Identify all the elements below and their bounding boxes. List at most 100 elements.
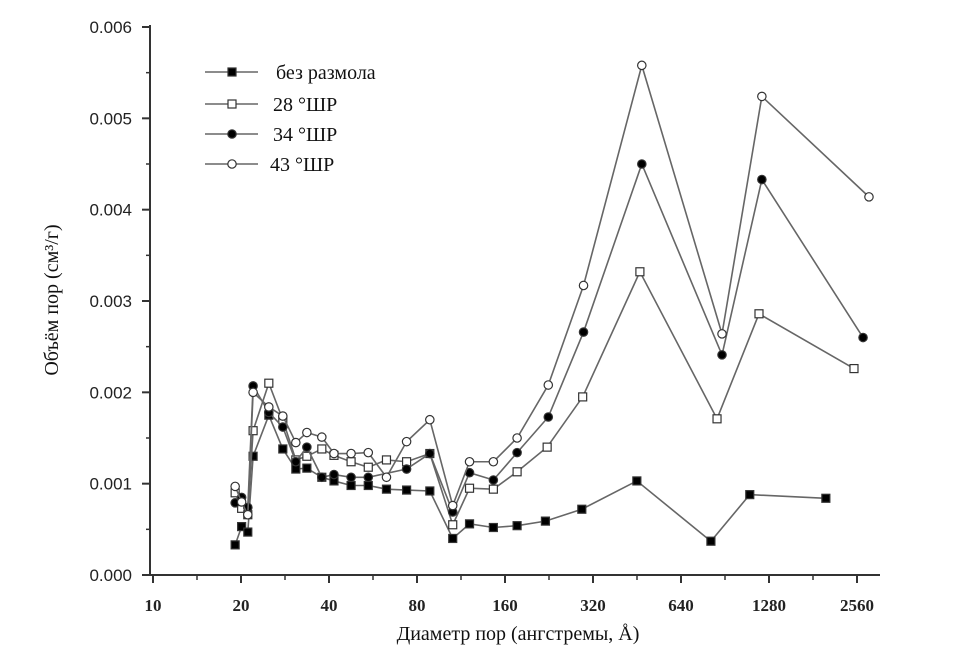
- data-point: [637, 60, 647, 71]
- data-point: [248, 387, 258, 398]
- data-point: [302, 463, 312, 473]
- legend-label: 43 °ШР: [270, 154, 334, 176]
- data-point: [248, 426, 258, 436]
- data-point: [346, 457, 356, 467]
- legend: без размола 28 °ШР 34 °ШР 43 °ШР: [205, 62, 376, 176]
- data-point: [346, 480, 356, 491]
- data-point: [512, 521, 522, 531]
- data-point: [291, 456, 301, 467]
- legend-label: 28 °ШР: [273, 94, 337, 116]
- data-point: [577, 504, 587, 514]
- data-point: [512, 433, 522, 443]
- data-point: [425, 414, 435, 425]
- data-point: [317, 472, 327, 483]
- data-point: [706, 536, 716, 546]
- y-tick-label: 0.002: [89, 383, 132, 402]
- x-tick-label: 1280: [752, 596, 786, 615]
- data-point: [363, 447, 374, 458]
- data-point: [637, 159, 647, 169]
- data-point: [425, 448, 435, 459]
- data-point: [401, 464, 412, 474]
- x-tick-label: 20: [233, 596, 250, 615]
- legend-item: 28 °ШР: [205, 94, 337, 116]
- series-line: [234, 161, 864, 515]
- data-point: [858, 332, 868, 343]
- data-point: [542, 442, 552, 452]
- data-point: [236, 497, 247, 507]
- data-point: [512, 467, 522, 477]
- x-axis-title: Диаметр пор (ангстремы, Å): [397, 623, 640, 645]
- legend-marker: [227, 159, 237, 169]
- x-tick-label: 2560: [840, 596, 874, 615]
- data-point: [264, 402, 274, 412]
- data-point: [346, 472, 356, 483]
- data-point: [578, 327, 589, 337]
- data-point: [632, 476, 642, 486]
- series-2: [230, 267, 859, 530]
- data-point: [754, 309, 764, 319]
- series-group: [230, 60, 874, 550]
- data-point: [849, 363, 859, 374]
- data-point: [425, 486, 435, 496]
- y-tick-label: 0.003: [89, 292, 132, 311]
- data-point: [302, 442, 312, 452]
- data-point: [230, 540, 240, 550]
- data-point: [237, 521, 247, 532]
- legend-marker: [227, 67, 237, 77]
- data-point: [864, 192, 874, 202]
- legend-label: без размола: [276, 62, 376, 84]
- data-point: [717, 329, 727, 339]
- data-point: [278, 422, 288, 432]
- data-point: [448, 520, 458, 530]
- data-point: [543, 380, 554, 390]
- series-3: [230, 159, 868, 517]
- data-point: [363, 462, 373, 472]
- legend-item: без размола: [205, 62, 376, 84]
- data-point: [243, 527, 253, 537]
- x-tick-label: 80: [409, 596, 426, 615]
- data-point: [488, 484, 498, 494]
- data-point: [447, 500, 458, 511]
- data-point: [363, 480, 373, 491]
- data-point: [230, 481, 240, 492]
- data-point: [278, 444, 288, 454]
- data-point: [448, 533, 458, 544]
- data-point: [264, 378, 274, 388]
- y-tick-label: 0.000: [89, 566, 132, 585]
- data-point: [757, 91, 767, 102]
- data-point: [242, 509, 253, 520]
- x-tick-label: 640: [668, 596, 694, 615]
- data-point: [329, 469, 339, 480]
- data-point: [464, 456, 475, 467]
- data-point: [302, 427, 312, 438]
- data-point: [401, 485, 412, 495]
- data-point: [363, 472, 374, 483]
- y-tick-label: 0.005: [89, 109, 132, 128]
- x-tick-label: 10: [145, 596, 162, 615]
- data-point: [512, 447, 522, 458]
- data-point: [635, 267, 645, 277]
- data-point: [712, 414, 722, 424]
- data-point: [578, 280, 589, 291]
- data-point: [464, 483, 475, 493]
- data-point: [757, 174, 767, 185]
- data-point: [329, 448, 339, 459]
- legend-marker: [227, 99, 237, 109]
- data-point: [821, 493, 831, 503]
- y-tick-label: 0.006: [89, 18, 132, 37]
- data-point: [488, 522, 498, 533]
- data-point: [540, 516, 551, 526]
- data-point: [578, 392, 588, 402]
- series-4: [230, 60, 874, 520]
- legend-item: 34 °ШР: [205, 124, 337, 146]
- y-tick-label: 0.004: [89, 201, 132, 220]
- data-point: [381, 472, 392, 483]
- data-point: [401, 436, 412, 447]
- data-point: [381, 455, 392, 465]
- data-point: [717, 350, 727, 360]
- data-point: [278, 411, 288, 421]
- y-axis-title: Объём пор (см³/г): [41, 224, 63, 375]
- legend-item: 43 °ШР: [205, 154, 334, 176]
- data-point: [543, 412, 554, 422]
